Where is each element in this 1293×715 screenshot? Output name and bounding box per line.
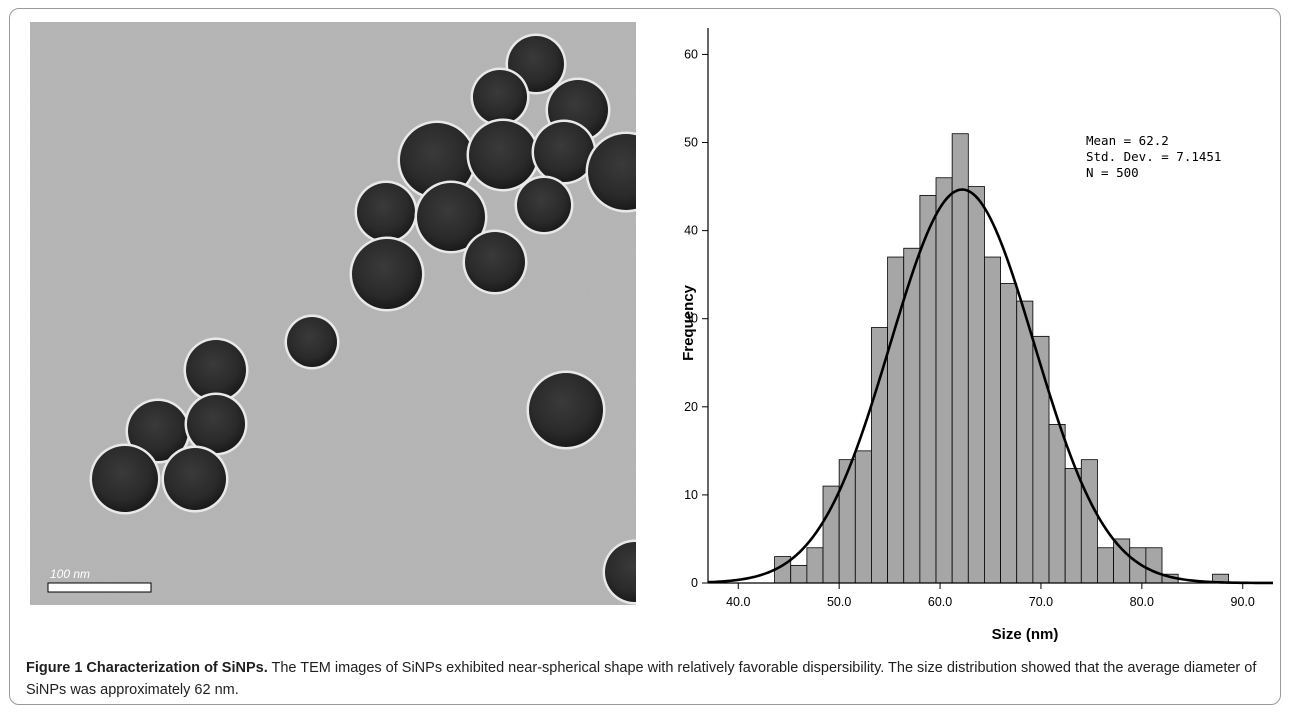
histogram-bar [951, 133, 969, 584]
histogram-bar [1048, 424, 1066, 584]
histogram-bar [919, 194, 937, 584]
size-histogram: 40.0 50.0 60.0 70.0 80.0 90.0 0 10 20 30 40 50 60 S… [645, 18, 1285, 646]
histogram-bar [1032, 335, 1050, 584]
nanoparticles [89, 33, 636, 605]
histogram-bar [806, 547, 824, 584]
normal-curve [707, 188, 1273, 585]
histogram-bar [822, 485, 840, 584]
nanoparticle [417, 183, 485, 251]
x-tick-label: 80.0 [1130, 595, 1154, 609]
nanoparticle [287, 317, 337, 367]
x-tick-label: 70.0 [1029, 595, 1053, 609]
x-tick-label: 40.0 [726, 595, 750, 609]
histogram-bar [871, 327, 888, 584]
histogram-bar [854, 450, 872, 584]
caption-label: Figure 1 Characterization of SiNPs. [26, 660, 268, 676]
nanoparticle [529, 373, 603, 447]
y-tick-label: 0 [691, 576, 698, 590]
stats-n: N = 500 [1086, 165, 1139, 180]
nanoparticle [92, 446, 158, 512]
caption-text: The TEM images of SiNPs exhibited near-s… [26, 660, 1257, 698]
tem-image: 100 nm [30, 22, 636, 605]
stats-box: Mean = 62.2 Std. Dev. = 7.1451 N = 500 [1086, 133, 1221, 180]
histogram-bar [1000, 283, 1018, 584]
histogram-bar [1145, 547, 1163, 584]
y-tick-label: 10 [684, 488, 698, 502]
histogram-bar [838, 459, 856, 584]
nanoparticle [164, 448, 226, 510]
stats-mean: Mean = 62.2 [1086, 133, 1169, 148]
nanoparticle [128, 401, 188, 461]
nanoparticle [357, 183, 415, 241]
nanoparticle [469, 121, 537, 189]
y-tick-label: 20 [684, 400, 698, 414]
nanoparticle [517, 178, 571, 232]
nanoparticle [588, 134, 636, 210]
y-tick-label: 60 [684, 47, 698, 61]
histogram-bar [903, 247, 921, 584]
nanoparticle [605, 542, 636, 602]
histogram-bar [935, 177, 953, 584]
y-axis-label: Frequency [680, 284, 697, 361]
histogram-bar [790, 564, 808, 584]
nanoparticle [473, 70, 527, 124]
histogram-bar [1016, 300, 1034, 584]
histogram-svg: 40.0 50.0 60.0 70.0 80.0 90.0 0 10 20 30 40 50 60 S… [680, 28, 1273, 643]
x-axis-label: Size (nm) [992, 626, 1059, 643]
figure-caption: Figure 1 Characterization of SiNPs. The … [26, 657, 1266, 701]
nanoparticle [186, 340, 246, 400]
tem-micrograph: 100 nm [30, 22, 636, 605]
histogram-bar [1064, 468, 1082, 584]
histogram-bar [1097, 547, 1114, 584]
y-tick-label: 50 [684, 136, 698, 150]
y-tick-label: 40 [684, 224, 698, 238]
histogram-bar [1080, 459, 1098, 584]
nanoparticle [352, 239, 422, 309]
histogram-bar [967, 186, 985, 584]
histogram-bar [984, 256, 1001, 584]
nanoparticle [465, 232, 525, 292]
scale-bar-label: 100 nm [50, 567, 90, 581]
histogram-bar [1113, 538, 1131, 584]
nanoparticle [534, 122, 594, 182]
x-tick-label: 50.0 [827, 595, 851, 609]
x-tick-label: 60.0 [928, 595, 952, 609]
nanoparticle [187, 395, 245, 453]
nanoparticle [400, 123, 474, 197]
scale-bar: 100 nm [47, 567, 152, 593]
y-tick-label: 30 [684, 312, 698, 326]
stats-std: Std. Dev. = 7.1451 [1086, 149, 1221, 164]
x-tick-label: 90.0 [1231, 595, 1255, 609]
figure-frame [9, 8, 1281, 705]
